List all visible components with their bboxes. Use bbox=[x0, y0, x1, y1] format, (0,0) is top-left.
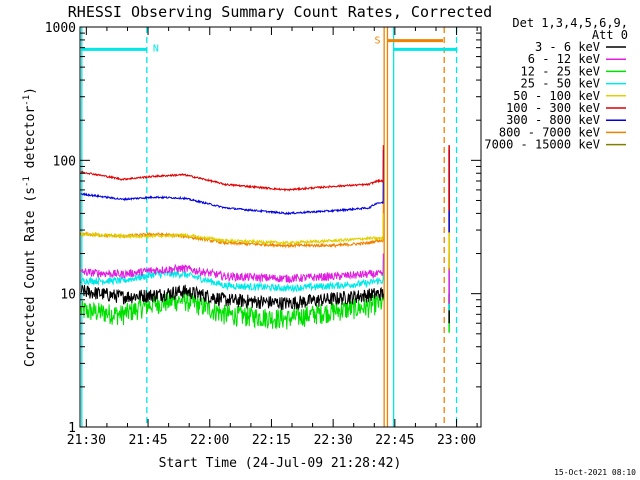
x-axis-ticks: 21:30 21:45 22:00 22:15 22:30 22:45 23:00 bbox=[67, 27, 478, 448]
plot-frame bbox=[79, 26, 482, 428]
series-line-6 bbox=[80, 149, 384, 216]
y-axis-label-end: ) bbox=[23, 87, 38, 95]
y-tick-label-0: 1 bbox=[68, 421, 76, 436]
series-line-5 bbox=[80, 145, 384, 192]
plot-area: NS bbox=[80, 27, 458, 427]
legend-label-4: 50 - 100 keV bbox=[513, 89, 600, 103]
x-tick-label-2: 22:00 bbox=[190, 433, 229, 448]
series-line-4 bbox=[80, 213, 384, 246]
y-axis-label-sup2: -1 bbox=[22, 95, 32, 106]
legend-label-3: 25 - 50 keV bbox=[521, 77, 600, 91]
legend-label-0: 3 - 6 keV bbox=[535, 40, 600, 54]
y-axis-label-main: Corrected Count Rate (s bbox=[23, 187, 38, 367]
series-line-2 bbox=[80, 290, 384, 330]
saa-flag-label: S bbox=[374, 36, 380, 47]
series-line-3 bbox=[80, 259, 384, 293]
y-axis-label: Corrected Count Rate (s-1 detector-1) bbox=[22, 87, 38, 367]
legend-header-detectors: Det 1,3,4,5,6,9, bbox=[512, 16, 628, 30]
legend-header-attenuator: Att 0 bbox=[592, 28, 628, 42]
x-tick-label-1: 21:45 bbox=[128, 433, 167, 448]
x-tick-label-3: 22:15 bbox=[252, 433, 291, 448]
x-tick-label-4: 22:30 bbox=[314, 433, 353, 448]
y-axis-label-sup1: -1 bbox=[22, 176, 32, 187]
legend-label-2: 12 - 25 keV bbox=[521, 64, 600, 78]
y-tick-label-1: 10 bbox=[60, 288, 76, 303]
series-line-0 bbox=[80, 284, 384, 311]
y-tick-label-2: 100 bbox=[53, 154, 76, 169]
x-tick-label-0: 21:30 bbox=[67, 433, 106, 448]
x-axis-label: Start Time (24-Jul-09 21:28:42) bbox=[159, 456, 402, 471]
render-timestamp: 15-Oct-2021 08:10 bbox=[554, 468, 636, 477]
legend-label-1: 6 - 12 keV bbox=[528, 52, 600, 66]
series-line-1 bbox=[80, 253, 384, 284]
night-flag-label: N bbox=[153, 43, 159, 54]
y-axis-label-mid: detector bbox=[23, 106, 38, 177]
legend-label-6: 300 - 800 keV bbox=[506, 113, 600, 127]
x-tick-label-6: 23:00 bbox=[437, 433, 476, 448]
legend-label-8: 7000 - 15000 keV bbox=[484, 138, 600, 152]
legend-label-5: 100 - 300 keV bbox=[506, 101, 600, 115]
chart-title: RHESSI Observing Summary Count Rates, Co… bbox=[68, 3, 492, 21]
y-tick-label-3: 1000 bbox=[45, 21, 76, 36]
x-tick-label-5: 22:45 bbox=[375, 433, 414, 448]
y-axis-ticks: 1 10 100 1000 bbox=[45, 21, 481, 436]
legend-label-7: 800 - 7000 keV bbox=[499, 125, 600, 139]
